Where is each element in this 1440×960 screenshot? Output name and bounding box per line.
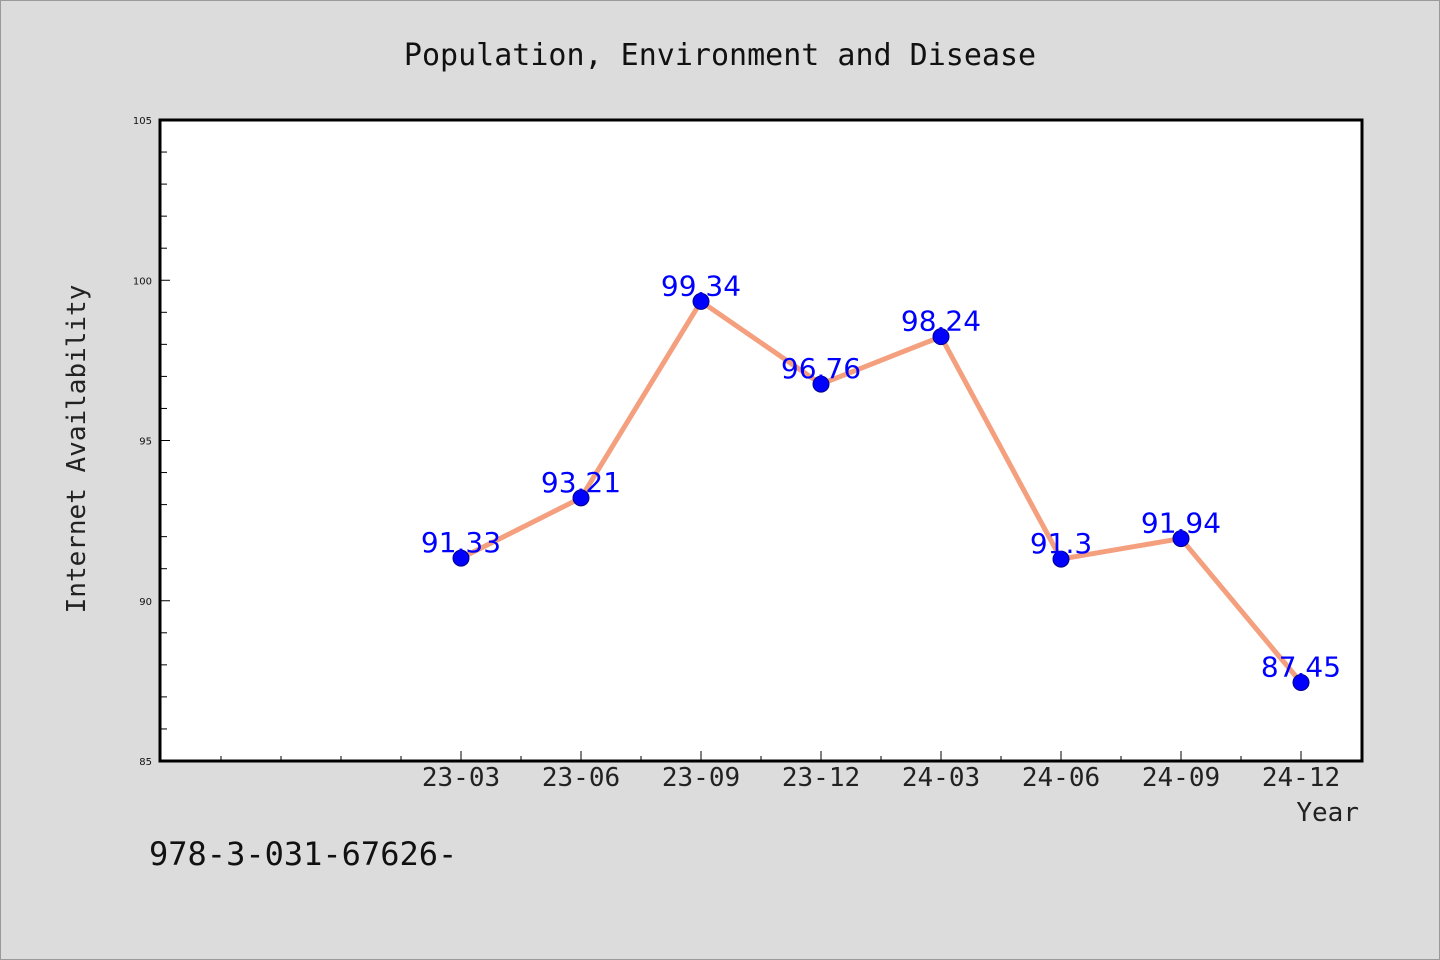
data-label: 87.45 (1261, 650, 1341, 683)
y-axis-ticks (160, 119, 170, 762)
data-point (1052, 550, 1070, 568)
chart-title: Population, Environment and Disease (404, 38, 1036, 73)
data-labels-layer: 91.33 93.21 99.34 96.76 98.24 91.3 91.94 87.45 (421, 269, 1341, 683)
y-tick-label: 90 (139, 597, 152, 608)
data-label: 91.33 (421, 526, 501, 559)
data-label: 93.21 (541, 466, 621, 499)
data-point (812, 375, 830, 393)
y-axis-label: Internet Availability (62, 285, 92, 614)
footer-text: 978-3-031-67626- (149, 835, 457, 873)
data-label: 91.94 (1141, 507, 1221, 540)
data-point (1292, 673, 1310, 691)
data-point (572, 489, 590, 507)
x-tick-label: 23-06 (542, 763, 620, 793)
y-tick-label: 100 (133, 276, 152, 287)
data-point (692, 292, 710, 310)
data-point (1172, 530, 1190, 548)
x-axis-tick-labels: 23-03 23-06 23-09 23-12 24-03 24-06 24-09 24-12 (422, 763, 1340, 793)
x-tick-label: 23-12 (782, 763, 860, 793)
y-tick-label: 95 (139, 437, 152, 448)
y-tick-label: 85 (139, 757, 152, 768)
data-label: 98.24 (901, 305, 981, 338)
x-tick-label: 24-09 (1142, 763, 1220, 793)
data-point (452, 549, 470, 567)
x-tick-label: 23-09 (662, 763, 740, 793)
y-axis-tick-labels: 85 90 95 100 105 (133, 116, 152, 768)
x-axis-ticks (220, 751, 1362, 761)
series-line (458, 298, 1304, 685)
data-label: 91.3 (1030, 527, 1092, 560)
series-layer (452, 292, 1310, 691)
data-point (932, 328, 950, 346)
data-label: 99.34 (661, 269, 741, 302)
x-tick-label: 24-03 (902, 763, 980, 793)
x-tick-label: 24-06 (1022, 763, 1100, 793)
plot-area (158, 118, 1364, 763)
y-tick-label: 105 (133, 116, 152, 127)
x-axis-label: Year (1296, 798, 1359, 828)
x-tick-label: 24-12 (1262, 763, 1340, 793)
data-label: 96.76 (781, 352, 861, 385)
x-tick-label: 23-03 (422, 763, 500, 793)
